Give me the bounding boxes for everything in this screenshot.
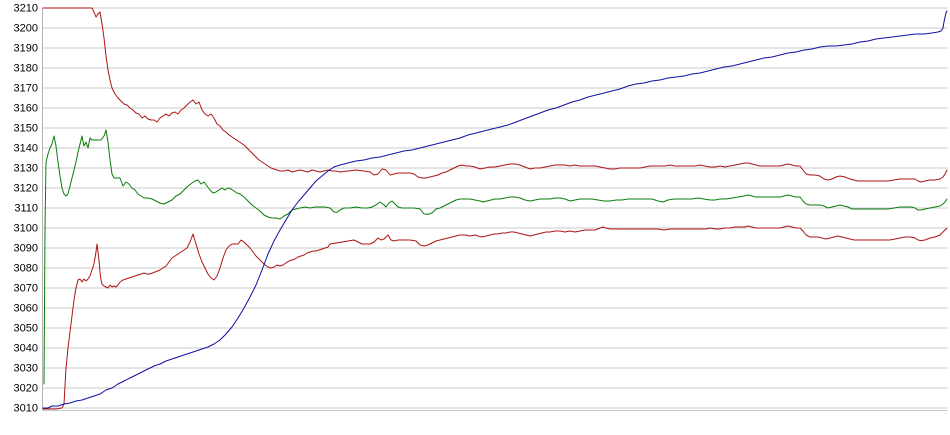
- y-axis-tick-label: 3180: [14, 63, 38, 75]
- y-axis-tick-label: 3200: [14, 23, 38, 35]
- y-axis-tick-label: 3080: [14, 263, 38, 275]
- y-axis-tick-label: 3130: [14, 163, 38, 175]
- series-lower-dark-red-line: [42, 225, 948, 410]
- y-axis-tick-label: 3210: [14, 3, 38, 15]
- y-axis-tick-label: 3110: [14, 203, 38, 215]
- y-axis-tick-label: 3100: [14, 223, 38, 235]
- y-axis-tick-label: 3070: [14, 283, 38, 295]
- y-axis-tick-label: 3120: [14, 183, 38, 195]
- y-axis-tick-label: 3190: [14, 43, 38, 55]
- y-axis-tick-label: 3160: [14, 103, 38, 115]
- y-axis-tick-label: 3030: [14, 363, 38, 375]
- y-axis-tick-label: 3140: [14, 143, 38, 155]
- y-axis-tick-label: 3090: [14, 243, 38, 255]
- y-axis-tick-label: 3050: [14, 323, 38, 335]
- y-axis-tick-label: 3170: [14, 83, 38, 95]
- y-axis-tick-label: 3150: [14, 123, 38, 135]
- y-axis-tick-label: 3010: [14, 403, 38, 415]
- y-axis-tick-label: 3060: [14, 303, 38, 315]
- y-axis-tick-label: 3040: [14, 343, 38, 355]
- series-blue-line: [42, 10, 948, 409]
- series-upper-dark-red-line: [42, 7, 948, 183]
- series-green-line: [43, 129, 948, 385]
- y-axis-tick-label: 3020: [14, 383, 38, 395]
